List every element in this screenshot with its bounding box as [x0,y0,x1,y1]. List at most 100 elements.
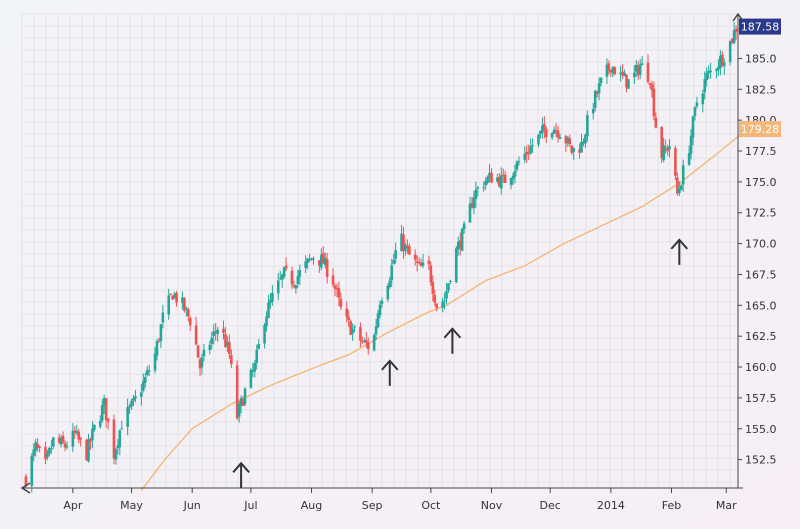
candle-up [155,341,159,356]
candle-up [312,258,315,260]
candle-up [605,64,609,77]
candle-down [73,430,77,433]
candle-up [294,285,298,289]
candle-up [488,172,491,178]
candle-up [687,152,691,165]
candle-up [462,223,466,230]
candle-down [503,174,507,184]
candle-up [353,326,356,328]
candle-down [222,328,225,333]
candle-up [723,62,726,67]
candle-down [106,418,110,422]
candle-up [30,455,34,487]
up-arrow-icon [670,238,689,265]
candle-down [157,340,161,342]
candle-up [132,397,135,401]
candle-up [728,40,732,62]
candle-up [445,291,448,299]
candle-down [85,439,88,461]
y-tick-label: 177.5 [745,145,777,158]
candle-down [361,341,364,343]
candle-up [593,90,597,109]
candle-up [159,324,163,342]
candle-up [638,64,642,75]
candle-down [214,331,217,333]
candle-up [280,274,284,280]
candle-down [654,117,658,128]
candle-down [525,151,529,155]
candle-up [251,369,255,372]
candle-up [566,137,570,144]
candle-up [640,63,644,66]
candle-up [161,312,165,323]
candle-up [580,141,583,153]
candle-down [621,71,624,76]
candle-down [419,262,423,267]
candle-up [167,295,171,315]
candle-up [282,267,286,277]
candle-up [271,293,274,302]
candle-down [652,88,656,117]
candle-down [331,275,335,285]
candle-up [130,401,133,407]
candle-up [363,340,366,342]
candle-down [63,443,67,448]
candle-down [186,309,190,317]
candle-up [619,72,622,75]
x-tick-label: Apr [63,499,83,512]
candle-up [374,326,378,335]
candle-up [212,331,216,336]
candle-down [564,136,568,144]
candle-up [134,396,137,399]
candle-down [44,447,47,459]
candle-down [613,67,617,75]
candle-up [691,116,695,138]
candle-down [175,292,178,303]
candle-up [662,145,665,161]
candle-down [648,83,652,85]
candle-down [527,152,530,154]
x-tick-label: Feb [662,499,681,512]
candle-down [498,176,501,187]
candle-up [633,72,636,78]
candle-up [597,83,601,94]
candle-down [77,431,81,440]
candle-down [402,234,405,252]
candle-up [200,357,204,368]
candle-up [392,259,395,264]
candle-up [394,250,397,259]
y-tick-label: 165.0 [745,299,777,312]
candle-down [721,54,724,66]
candle-down [335,287,339,290]
candle-down [321,253,325,264]
candle-down [333,285,337,289]
candle-down [38,446,41,448]
candle-up [572,147,575,153]
candle-up [257,344,261,349]
candle-down [664,147,667,149]
candle-up [145,370,149,376]
x-tick-label: 2014 [597,499,625,512]
candle-up [372,335,376,351]
candle-up [732,30,736,44]
candle-down [666,147,669,152]
candle-up [693,107,697,117]
candle-up [523,153,527,160]
candle-up [147,370,151,372]
candle-up [539,130,542,135]
candle-up [239,398,243,406]
candle-up [695,102,699,107]
candle-up [599,77,603,84]
candle-down [470,203,474,208]
candle-up [689,135,693,154]
candle-up [460,228,464,251]
candle-down [365,340,368,343]
candle-down [79,438,82,440]
up-arrow-head [381,359,399,371]
candle-up [678,188,681,194]
candle-up [98,420,102,427]
candle-up [511,175,515,180]
candle-up [263,324,266,344]
candle-up [93,424,96,430]
